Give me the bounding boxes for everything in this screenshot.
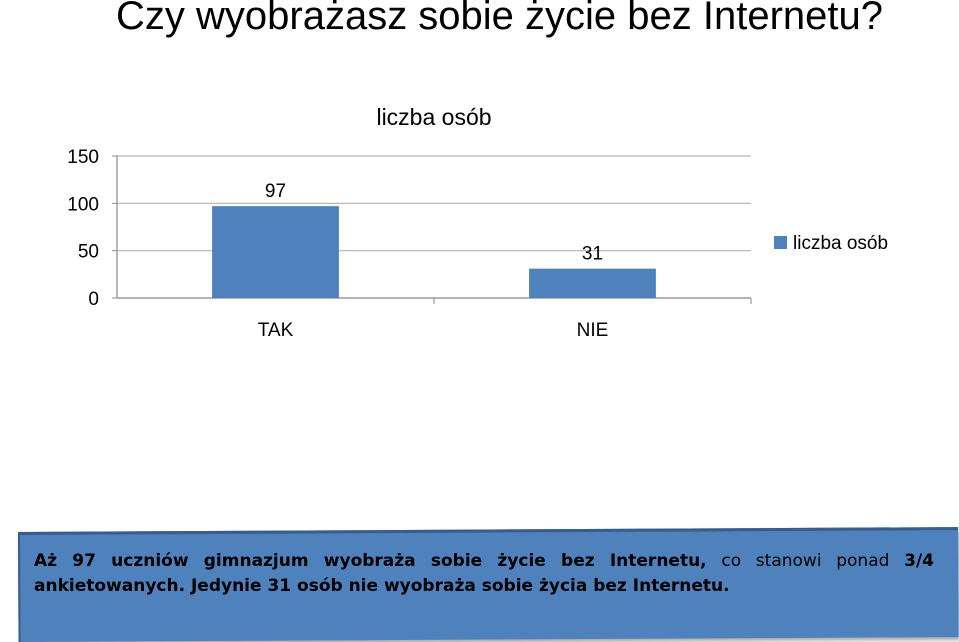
bar-chart: liczba osób 0 50 100 150 97 TAK 31 NIE liczba osó…	[67, 104, 888, 341]
x-tick-label: TAK	[258, 320, 294, 341]
legend-label: liczba osób	[793, 233, 888, 254]
slide-title: Czy wyobrażasz sobie życie bez Internetu…	[116, 0, 884, 38]
caption-bold-part: Aż 97 uczniów gimnazjum wyobraża sobie ż…	[34, 551, 707, 571]
caption-text: Aż 97 uczniów gimnazjum wyobraża sobie ż…	[34, 549, 934, 599]
chart-title: liczba osób	[376, 104, 491, 130]
y-tick-label: 150	[67, 147, 99, 168]
x-tick-label: NIE	[577, 320, 609, 341]
data-label: 31	[582, 244, 603, 265]
caption-normal-part: co stanowi ponad	[706, 551, 905, 571]
data-label: 97	[265, 181, 286, 202]
bar-tak	[212, 206, 339, 298]
bar-nie	[529, 268, 656, 298]
caption-bold-fraction: 3/4 ankietowanych. Jedynie 31 osób nie w…	[34, 551, 934, 596]
y-tick-label: 0	[88, 289, 99, 310]
y-tick-label: 50	[78, 242, 99, 263]
y-tick-label: 100	[67, 194, 99, 215]
legend-swatch	[774, 236, 787, 249]
